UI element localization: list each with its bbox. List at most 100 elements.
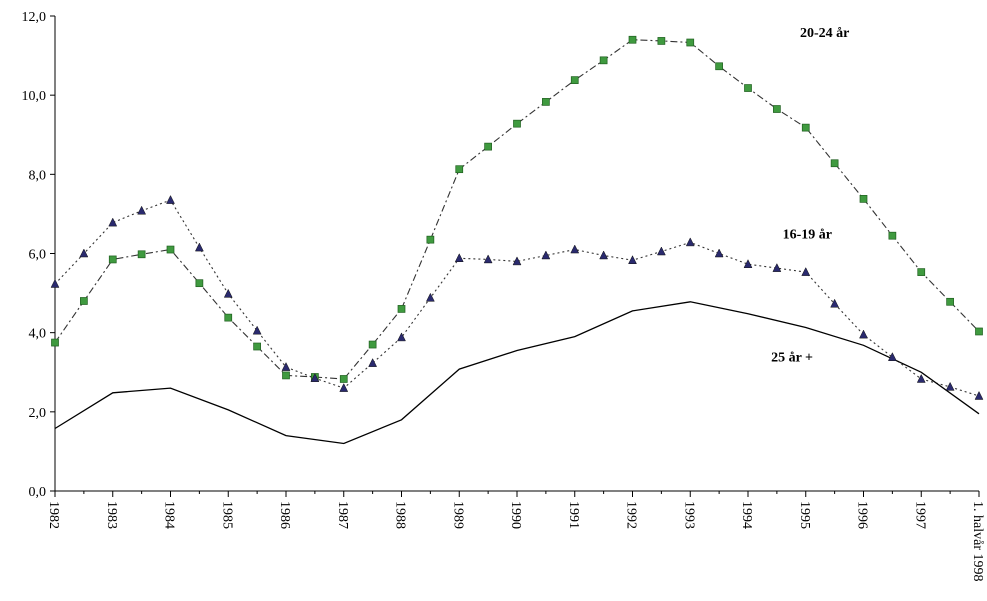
data-point [773, 105, 781, 113]
x-tick-label: 1992 [624, 501, 639, 529]
data-point [79, 248, 89, 258]
data-point [80, 297, 88, 305]
y-tick-labels: 0,0 2,0 4,0 6,0 8,0 10,0 12,0 [22, 10, 47, 500]
data-point [628, 35, 637, 44]
data-point [685, 237, 695, 247]
data-point [656, 246, 666, 256]
y-tick-label: 8,0 [29, 168, 47, 183]
data-point [917, 268, 926, 276]
data-point [628, 255, 637, 264]
data-point [859, 195, 868, 203]
data-point [830, 298, 840, 308]
series-line [54, 39, 980, 380]
data-point [426, 235, 435, 244]
data-point [570, 244, 580, 254]
x-tick-label: 1997 [912, 501, 927, 529]
data-point [223, 288, 233, 298]
x-tick-label: 1989 [450, 501, 465, 529]
axes [50, 15, 980, 497]
x-tick-label: 1. halvår 1998 [970, 501, 985, 581]
data-point [744, 84, 752, 92]
y-tick-label: 0,0 [29, 485, 47, 500]
series-label: 25 år + [771, 350, 813, 365]
data-point [888, 231, 897, 240]
x-tick-label: 1987 [335, 501, 350, 529]
y-tick-label: 2,0 [29, 406, 47, 421]
data-point [830, 159, 839, 168]
data-point [772, 263, 782, 272]
x-tick-label: 1994 [739, 501, 754, 529]
data-point [887, 352, 897, 361]
data-point [599, 56, 608, 65]
data-point [253, 342, 261, 351]
data-point [542, 98, 550, 106]
data-point [194, 242, 204, 252]
series-line [54, 301, 980, 445]
data-point [166, 245, 175, 254]
y-tick-label: 4,0 [29, 327, 47, 342]
data-point [455, 165, 464, 174]
data-point [252, 325, 262, 335]
x-tick-labels: 1982 1983 1984 1985 1986 1987 1988 1989 1990 1991… [46, 501, 985, 581]
data-point [599, 250, 609, 260]
y-tick-label: 6,0 [29, 248, 47, 263]
x-tick-label: 1982 [46, 501, 61, 529]
data-point [454, 253, 464, 262]
data-point [51, 338, 59, 347]
x-tick-label: 1985 [219, 501, 234, 529]
data-point [974, 390, 984, 400]
data-point [166, 195, 175, 204]
series-line [54, 199, 980, 397]
data-point [137, 205, 147, 215]
data-point [801, 123, 810, 132]
y-tick-label: 10,0 [22, 89, 47, 104]
x-tick-label: 1986 [277, 501, 292, 529]
data-point [339, 375, 348, 383]
data-point [916, 373, 926, 383]
x-tick-label: 1996 [855, 501, 870, 529]
data-point [282, 371, 290, 380]
data-point [397, 332, 406, 342]
data-point [657, 37, 666, 45]
data-point [137, 250, 146, 259]
data-point [743, 259, 753, 268]
data-point [368, 358, 378, 367]
data-point [310, 373, 320, 382]
x-tick-label: 1988 [393, 501, 408, 529]
data-point [946, 297, 954, 306]
data-point [512, 256, 522, 266]
data-point [50, 278, 60, 288]
data-point [570, 76, 579, 84]
data-point [224, 313, 233, 322]
data-point [425, 292, 435, 302]
data-point [397, 305, 406, 313]
data-point [484, 142, 492, 151]
series-label: 20-24 år [800, 26, 849, 41]
data-point [281, 362, 291, 371]
data-point [714, 248, 724, 258]
data-point [801, 267, 811, 276]
data-point [513, 119, 521, 128]
series-lines [54, 39, 980, 445]
series-labels: 20-24 år 16-19 år 25 år + [771, 26, 849, 366]
data-point [108, 255, 117, 264]
y-tick-label: 12,0 [22, 10, 47, 25]
data-point [368, 340, 377, 349]
x-tick-label: 1995 [797, 501, 812, 529]
data-point [975, 327, 983, 336]
data-point [108, 217, 118, 227]
data-point [945, 381, 955, 391]
x-tick-label: 1991 [566, 501, 581, 529]
data-point [541, 250, 551, 260]
series-label: 16-19 år [783, 228, 832, 243]
x-tick-label: 1993 [681, 501, 696, 529]
x-tick-label: 1983 [104, 501, 119, 529]
data-point [859, 329, 868, 339]
x-tick-label: 1990 [508, 501, 523, 529]
data-point [686, 38, 695, 47]
data-point [195, 279, 204, 288]
x-tick-label: 1984 [162, 501, 177, 529]
data-point [339, 383, 349, 392]
data-point [483, 254, 493, 264]
